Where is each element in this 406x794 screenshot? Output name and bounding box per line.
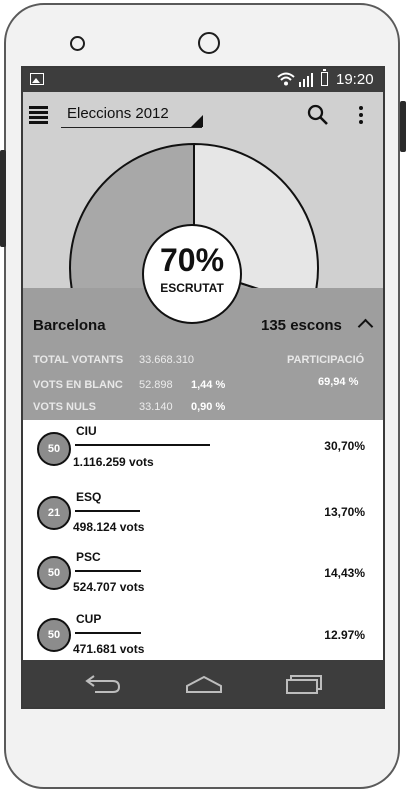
back-icon[interactable] — [85, 673, 123, 695]
app-bar: Eleccions 2012 — [23, 92, 383, 138]
party-seats-badge: 21 — [37, 496, 71, 530]
vots-blanc-value: 52.898 — [139, 379, 173, 391]
scrutiny-gauge: 70% ESCRUTAT — [142, 224, 242, 324]
scrutiny-percent: 70% — [159, 242, 225, 278]
region-seats: 135 escons — [261, 317, 342, 334]
party-votes: 498.124 vots — [73, 520, 145, 534]
party-votes: 471.681 vots — [73, 642, 145, 656]
party-bar — [75, 444, 210, 446]
party-bar — [75, 510, 140, 512]
party-row[interactable]: 50 CIU 1.116.259 vots 30,70% — [23, 420, 383, 480]
party-seats-badge: 50 — [37, 432, 71, 466]
party-name: CUP — [76, 612, 102, 626]
navigation-bar — [23, 660, 383, 707]
party-row[interactable]: 50 CUP 471.681 vots 12.97% — [23, 608, 383, 668]
vots-blanc-pct: 1,44 % — [191, 379, 226, 391]
party-bar — [75, 632, 141, 634]
party-share: 30,70% — [324, 439, 365, 453]
party-list: 50 CIU 1.116.259 vots 30,70% 21 ESQ 498.… — [23, 420, 383, 660]
party-row[interactable]: 50 PSC 524.707 vots 14,43% — [23, 546, 383, 606]
party-share: 13,70% — [324, 505, 365, 519]
vots-nuls-pct: 0,90 % — [191, 401, 226, 413]
party-bar — [75, 570, 141, 572]
dropdown-arrow-icon — [191, 115, 203, 127]
power-button — [400, 101, 406, 152]
front-sensor — [70, 36, 85, 51]
election-dropdown-label: Eleccions 2012 — [67, 105, 169, 122]
party-votes: 524.707 vots — [73, 580, 145, 594]
participacio-value: 69,94 % — [318, 376, 359, 388]
screen: 19:20 Eleccions 2012 Barcelona 135 escon… — [21, 66, 385, 709]
front-camera — [198, 32, 220, 54]
recent-apps-icon[interactable] — [285, 673, 323, 695]
party-name: PSC — [76, 550, 101, 564]
participacio-label: PARTICIPACIÓ — [287, 354, 365, 366]
party-share: 12.97% — [324, 628, 365, 642]
wifi-icon — [277, 72, 295, 86]
total-votants-value: 33.668.310 — [139, 354, 195, 366]
signal-icon — [299, 73, 313, 87]
status-bar: 19:20 — [23, 68, 383, 92]
party-row[interactable]: 21 ESQ 498.124 vots 13,70% — [23, 486, 383, 546]
vots-nuls-value: 33.140 — [139, 401, 173, 413]
battery-icon — [321, 69, 328, 86]
collapse-chevron-icon[interactable] — [357, 318, 374, 335]
party-seats-badge: 50 — [37, 618, 71, 652]
election-dropdown[interactable]: Eleccions 2012 — [61, 104, 203, 128]
status-time: 19:20 — [336, 71, 374, 88]
vots-blanc-label: VOTS EN BLANC — [33, 379, 123, 391]
party-seats-badge: 50 — [37, 556, 71, 590]
party-name: CIU — [76, 424, 97, 438]
volume-button — [0, 150, 6, 247]
menu-icon[interactable] — [29, 106, 48, 124]
party-share: 14,43% — [324, 566, 365, 580]
region-name: Barcelona — [33, 317, 106, 334]
search-icon[interactable] — [307, 104, 329, 126]
party-name: ESQ — [76, 490, 102, 504]
more-options-icon[interactable] — [359, 106, 364, 126]
pie-slice-escrutat — [69, 142, 259, 288]
party-votes: 1.116.259 vots — [73, 455, 154, 469]
home-icon[interactable] — [185, 674, 223, 694]
scrutiny-label: ESCRUTAT — [160, 281, 224, 295]
total-votants-label: TOTAL VOTANTS — [33, 354, 124, 366]
vots-nuls-label: VOTS NULS — [33, 401, 96, 413]
image-notification-icon — [30, 73, 44, 85]
